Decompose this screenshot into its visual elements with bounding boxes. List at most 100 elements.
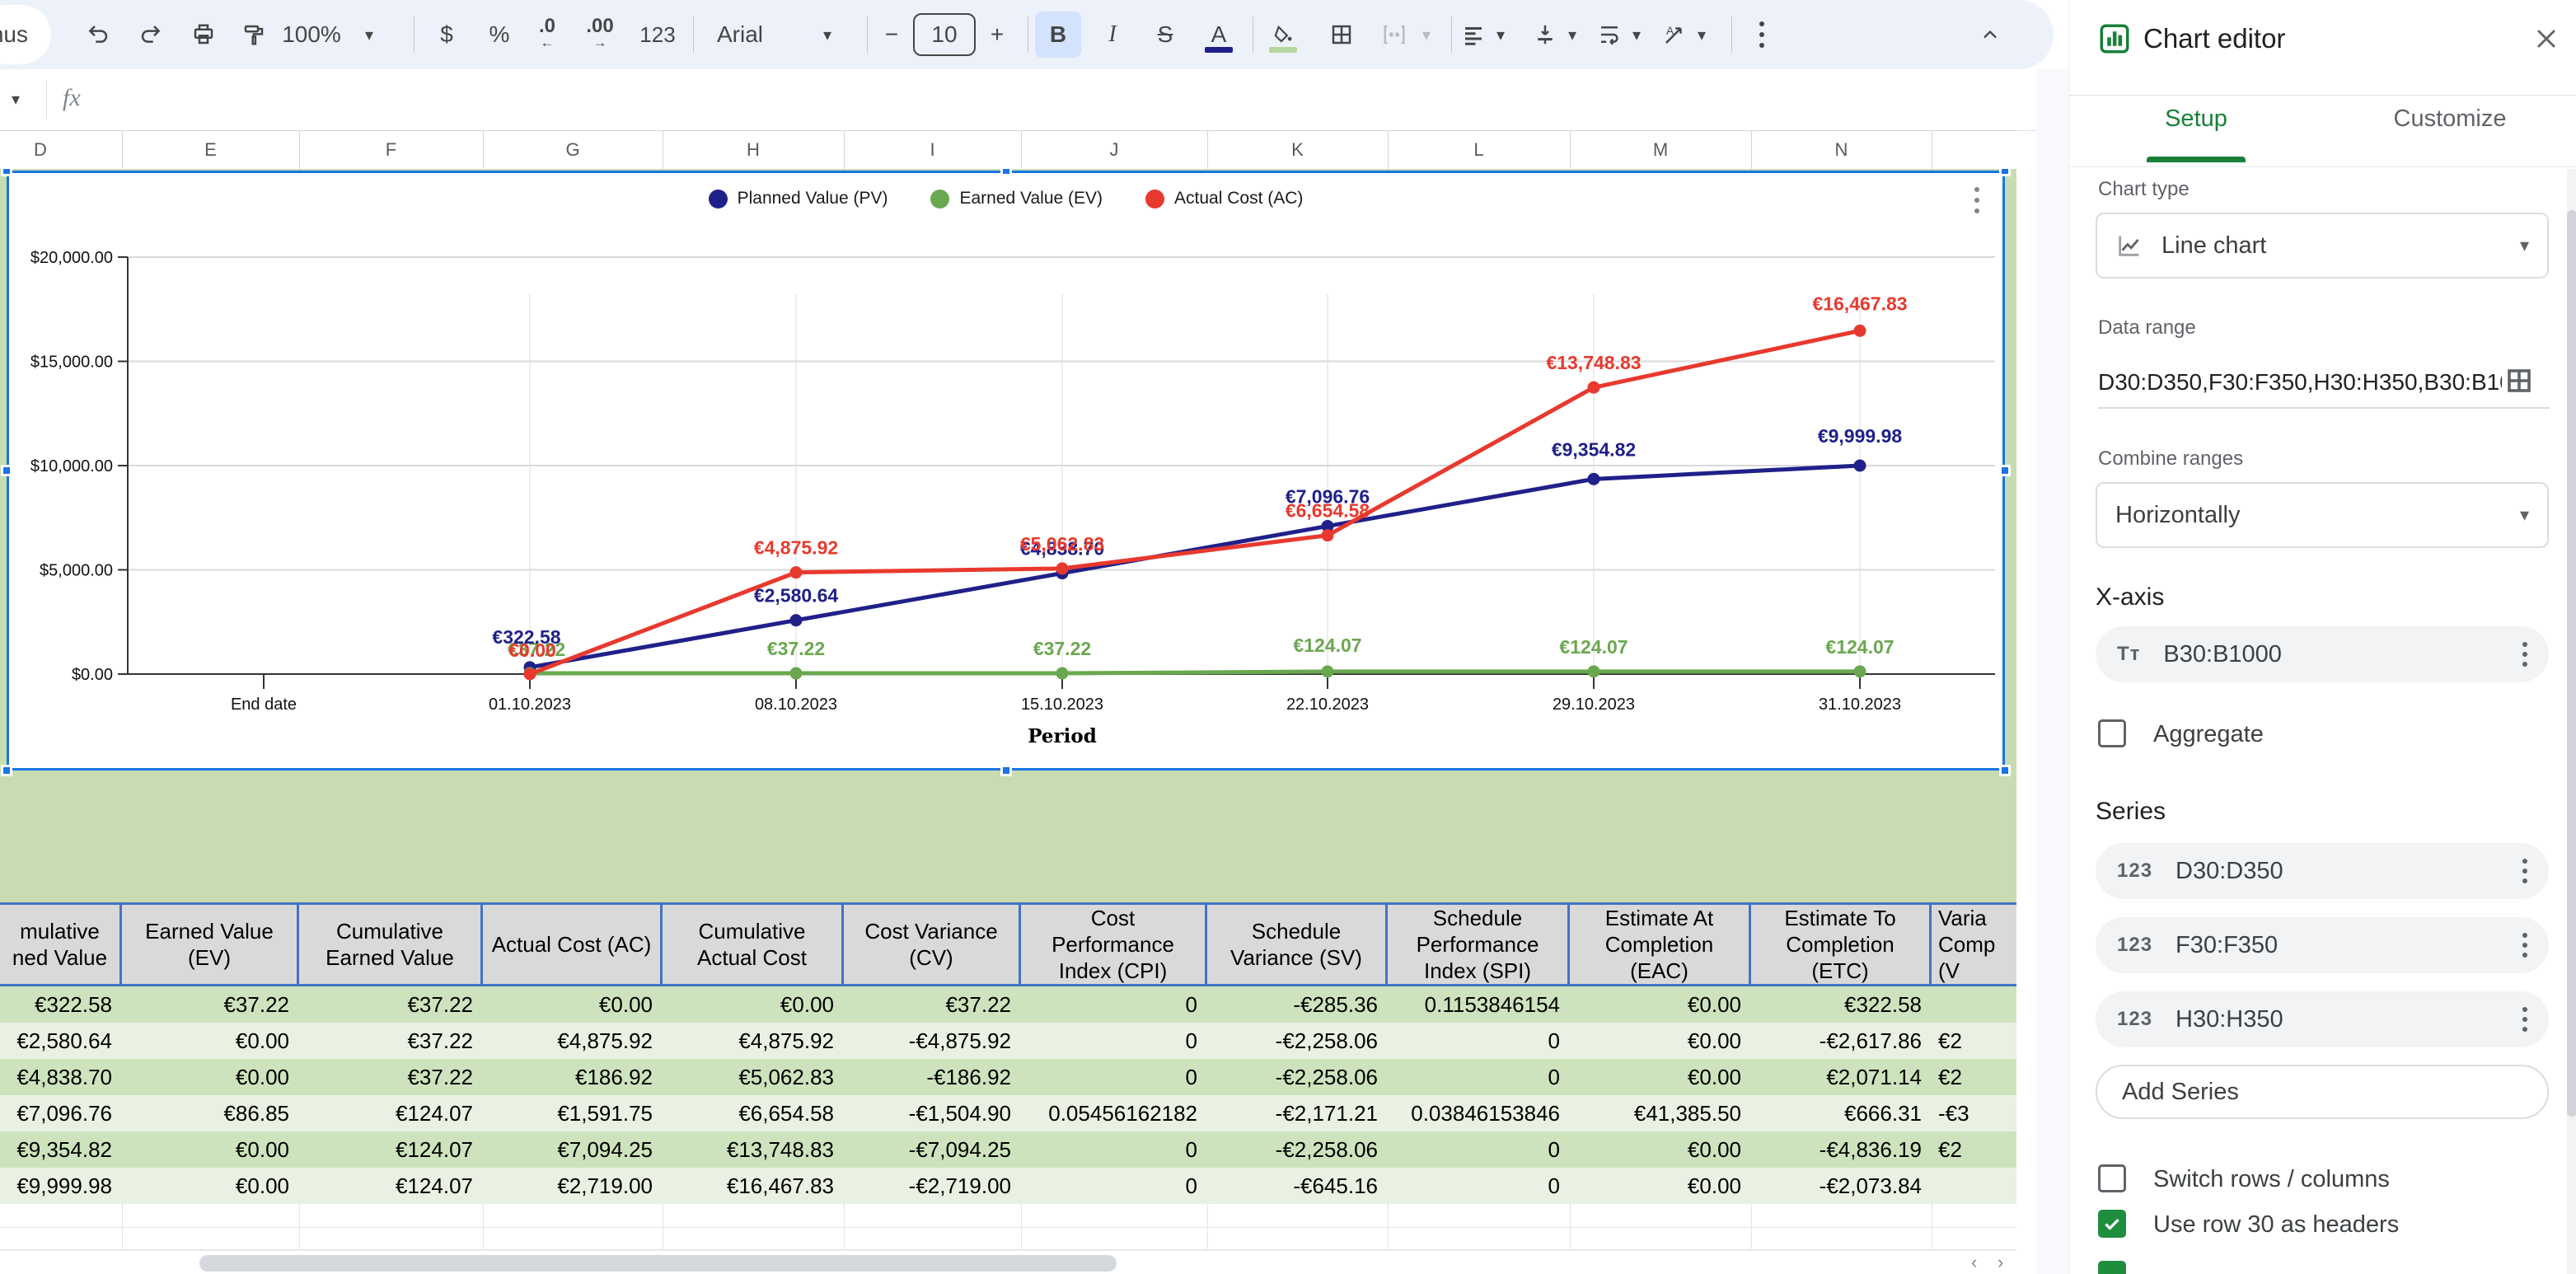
table-cell[interactable]: €4,838.70 [0, 1059, 122, 1095]
text-wrap-icon[interactable] [1591, 12, 1628, 58]
table-cell[interactable]: €7,096.76 [0, 1095, 122, 1131]
table-cell[interactable]: -€1,504.90 [844, 1095, 1021, 1131]
table-cell[interactable]: 0 [1388, 1059, 1570, 1095]
table-cell[interactable]: €5,062.83 [663, 1059, 844, 1095]
table-cell[interactable]: €0.00 [122, 1023, 299, 1059]
chart-type-select[interactable]: Line chart ▾ [2096, 213, 2549, 279]
merge-cells-icon[interactable] [1371, 12, 1417, 58]
increase-font-size-button[interactable]: + [981, 12, 1014, 58]
tab-customize[interactable]: Customize [2351, 105, 2549, 133]
more-options-icon[interactable] [2522, 642, 2527, 667]
table-cell[interactable]: 0.05456162182 [1021, 1095, 1207, 1131]
table-cell[interactable]: -€2,258.06 [1207, 1131, 1388, 1168]
series-item-D30:D350[interactable]: 123 D30:D350 [2096, 843, 2549, 899]
table-header-cell[interactable]: Estimate AtCompletion(EAC) [1570, 905, 1751, 984]
menus-button[interactable]: nus [0, 5, 51, 64]
scroll-right-icon[interactable]: › [1998, 1253, 2003, 1272]
use-column-labels-checkbox[interactable] [2098, 1261, 2126, 1274]
table-cell[interactable]: -€2,719.00 [844, 1168, 1021, 1204]
column-header-N[interactable]: N [1751, 131, 1932, 169]
sheet-grid[interactable]: Planned Value (PV)Earned Value (EV)Actua… [0, 169, 2016, 1274]
table-cell[interactable]: €0.00 [1570, 1023, 1751, 1059]
series-item-H30:H350[interactable]: 123 H30:H350 [2096, 991, 2549, 1047]
table-header-cell[interactable]: Actual Cost (AC) [483, 905, 663, 984]
column-header-F[interactable]: F [299, 131, 484, 169]
table-header-cell[interactable]: ScheduleVariance (SV) [1207, 905, 1388, 984]
horizontal-scrollbar-thumb[interactable] [199, 1255, 1117, 1272]
vertical-align-caret-icon[interactable]: ▾ [1560, 12, 1585, 58]
table-cell[interactable]: €16,467.83 [663, 1168, 844, 1204]
more-options-icon[interactable] [2522, 1007, 2527, 1032]
column-header-partial[interactable] [1932, 131, 2016, 169]
horizontal-align-caret-icon[interactable]: ▾ [1488, 12, 1513, 58]
table-cell[interactable]: €0.00 [122, 1059, 299, 1095]
table-cell[interactable]: -€2,617.86 [1751, 1023, 1932, 1059]
borders-icon[interactable] [1318, 12, 1365, 58]
column-header-H[interactable]: H [663, 131, 845, 169]
table-cell[interactable]: 0.03846153846 [1388, 1095, 1570, 1131]
font-caret-icon[interactable]: ▾ [813, 12, 842, 58]
table-header-cell[interactable]: mulativened Value [0, 905, 122, 984]
table-cell[interactable]: -€2,258.06 [1207, 1023, 1388, 1059]
table-cell[interactable]: €2 [1932, 1023, 2016, 1059]
table-cell[interactable]: 0 [1388, 1131, 1570, 1168]
table-cell[interactable]: 0.1153846154 [1388, 986, 1570, 1023]
table-header-cell[interactable]: Cost Variance(CV) [844, 905, 1021, 984]
table-cell[interactable]: 0 [1021, 1059, 1207, 1095]
table-header-cell[interactable]: SchedulePerformanceIndex (SPI) [1388, 905, 1570, 984]
more-options-icon[interactable] [2522, 859, 2527, 883]
table-cell[interactable]: €0.00 [1570, 1168, 1751, 1204]
table-cell[interactable]: €0.00 [122, 1131, 299, 1168]
table-cell[interactable]: €2,719.00 [483, 1168, 663, 1204]
vertical-align-icon[interactable] [1527, 12, 1563, 58]
table-header-cell[interactable]: CostPerformanceIndex (CPI) [1021, 905, 1207, 984]
font-select[interactable]: Arial [710, 12, 816, 58]
table-cell[interactable]: €37.22 [299, 1023, 483, 1059]
font-size-input[interactable]: 10 [913, 13, 976, 56]
series-item-F30:F350[interactable]: 123 F30:F350 [2096, 917, 2549, 973]
table-cell[interactable]: €13,748.83 [663, 1131, 844, 1168]
selection-handle[interactable] [1, 465, 12, 476]
table-cell[interactable]: €0.00 [1570, 1059, 1751, 1095]
column-header-J[interactable]: J [1021, 131, 1208, 169]
text-rotation-icon[interactable]: A [1656, 12, 1693, 58]
scroll-left-icon[interactable]: ‹ [1971, 1253, 1977, 1272]
percent-format-button[interactable]: % [476, 12, 522, 58]
table-cell[interactable]: €37.22 [299, 986, 483, 1023]
chart-menu-icon[interactable] [1974, 187, 1979, 213]
zoom-caret-icon[interactable]: ▾ [354, 12, 384, 58]
selection-handle[interactable] [1999, 765, 2011, 776]
table-header-cell[interactable]: CumulativeActual Cost [663, 905, 844, 984]
table-cell[interactable]: €2,580.64 [0, 1023, 122, 1059]
horizontal-scrollbar[interactable]: ‹ › [0, 1250, 2016, 1274]
table-cell[interactable]: €37.22 [299, 1059, 483, 1095]
more-formats-button[interactable]: 123 [631, 12, 684, 58]
table-cell[interactable]: -€186.92 [844, 1059, 1021, 1095]
embedded-chart[interactable]: Planned Value (PV)Earned Value (EV)Actua… [7, 171, 2005, 770]
table-cell[interactable]: -€4,875.92 [844, 1023, 1021, 1059]
column-header-K[interactable]: K [1207, 131, 1389, 169]
column-header-E[interactable]: E [122, 131, 300, 169]
column-header-L[interactable]: L [1388, 131, 1571, 169]
column-header-G[interactable]: G [483, 131, 663, 169]
decrease-decimal-button[interactable]: .0← [524, 12, 570, 58]
close-icon[interactable] [2532, 25, 2560, 53]
select-range-icon[interactable] [2504, 366, 2534, 396]
table-cell[interactable]: €41,385.50 [1570, 1095, 1751, 1131]
use-row-headers-checkbox[interactable] [2098, 1210, 2126, 1238]
table-cell[interactable]: €124.07 [299, 1131, 483, 1168]
table-cell[interactable]: 0 [1388, 1168, 1570, 1204]
panel-scrollbar[interactable] [2567, 169, 2576, 1274]
table-cell[interactable]: €0.00 [483, 986, 663, 1023]
switch-rows-columns-checkbox[interactable] [2098, 1164, 2126, 1192]
table-cell[interactable]: -€645.16 [1207, 1168, 1388, 1204]
table-cell[interactable]: 0 [1021, 1168, 1207, 1204]
selection-handle[interactable] [1000, 169, 1012, 176]
print-icon[interactable] [180, 12, 227, 58]
combine-ranges-select[interactable]: Horizontally ▾ [2096, 482, 2549, 548]
table-header-cell[interactable]: CumulativeEarned Value [299, 905, 483, 984]
table-cell[interactable]: €6,654.58 [663, 1095, 844, 1131]
table-cell[interactable]: €2 [1932, 1131, 2016, 1168]
decrease-font-size-button[interactable]: − [875, 12, 908, 58]
table-cell[interactable]: -€2,073.84 [1751, 1168, 1932, 1204]
